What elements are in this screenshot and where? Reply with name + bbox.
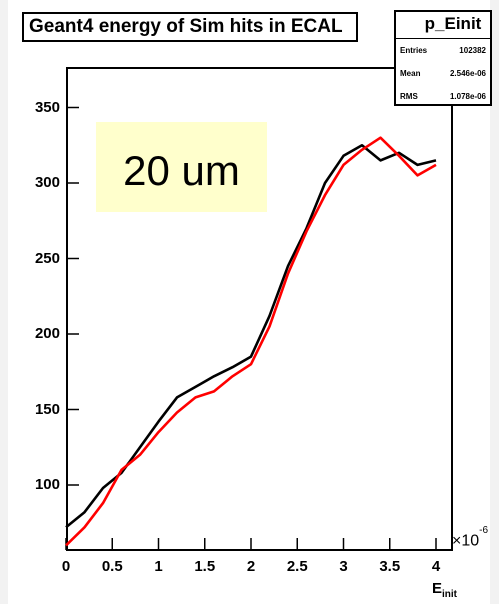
y-tick-label: 200	[34, 325, 60, 342]
stats-box: p_Einit Entries 102382 Mean 2.546e-06 RM…	[394, 10, 492, 106]
stats-row-rms: RMS 1.078e-06	[396, 85, 490, 108]
x-tick-label: 0	[61, 558, 71, 575]
x-tick-label: 3	[339, 558, 348, 575]
x-tick-label: 1.5	[194, 558, 216, 575]
y-tick-label: 250	[34, 249, 60, 267]
y-tick-label: 100	[34, 476, 60, 493]
y-tick-label: 300	[34, 174, 60, 191]
stats-value: 1.078e-06	[449, 92, 486, 101]
x-label-main: E	[432, 580, 443, 597]
stats-label: Entries	[400, 46, 428, 55]
x-label-sub: init	[442, 589, 458, 600]
y-tick-label: 350	[34, 98, 60, 116]
x-tick-label: 3.5	[379, 558, 401, 575]
x-exponent-power: -6	[479, 525, 489, 536]
x-tick-label: 1	[154, 558, 163, 575]
stats-row-entries: Entries 102382	[396, 39, 490, 62]
x-tick-label: 2	[246, 558, 256, 575]
stats-label: RMS	[400, 92, 418, 101]
stats-value: 2.546e-06	[449, 69, 486, 78]
stats-row-mean: Mean 2.546e-06	[396, 62, 490, 85]
x-tick-label: 2.5	[286, 558, 308, 575]
x-axis-exponent: ×10-6	[452, 525, 488, 550]
series-layer	[65, 136, 437, 547]
x-tick-label: 4	[431, 558, 441, 575]
x-tick-label: 0.5	[101, 558, 123, 575]
y-tick-label: 150	[34, 400, 60, 418]
annotation-box: 20 um	[96, 122, 267, 212]
x-exponent-base: ×10	[452, 532, 480, 550]
series-line-1	[65, 136, 437, 547]
stats-title: p_Einit	[396, 12, 490, 39]
x-axis-label: Einit	[432, 580, 457, 600]
stats-label: Mean	[400, 69, 421, 78]
chart-title: Geant4 energy of Sim hits in ECAL	[22, 12, 358, 42]
stats-value: 102382	[459, 46, 486, 55]
